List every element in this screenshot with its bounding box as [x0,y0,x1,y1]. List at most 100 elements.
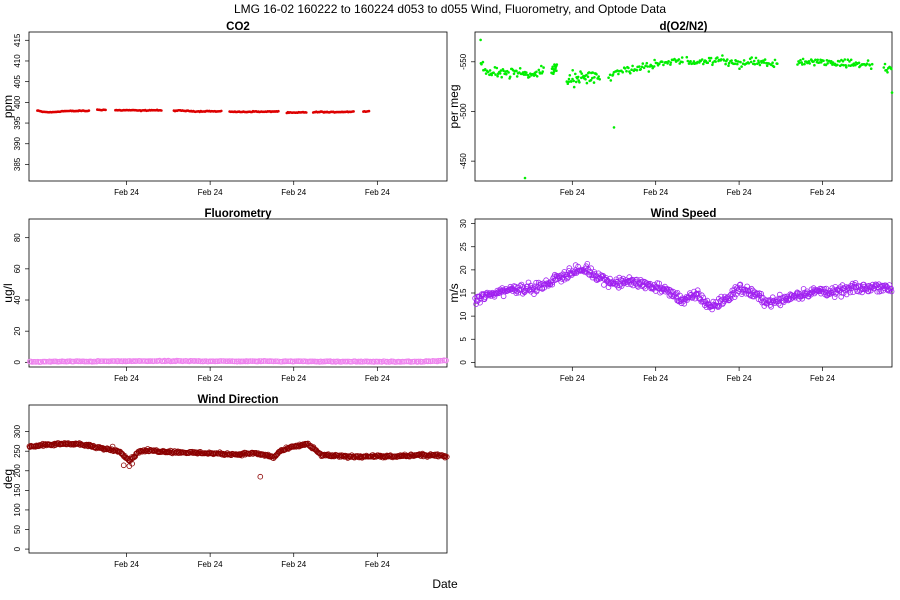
x-tick-label: Feb 24 [281,188,306,197]
data-point [231,358,238,365]
data-point [658,62,661,65]
data-point [572,85,576,89]
data-point [580,72,583,75]
data-point [367,109,371,113]
y-tick-label: 300 [13,424,22,438]
data-point [535,75,539,78]
data-point [309,358,316,365]
data-point [700,58,704,61]
data-point [443,453,450,460]
data-point [612,126,616,129]
data-point [773,58,777,62]
data-point [886,71,889,74]
data-point [473,301,479,307]
data-point [566,82,570,85]
data-point [565,80,569,83]
data-point [508,75,512,79]
data-point [651,66,654,70]
data-point [731,294,738,301]
data-point [753,62,757,66]
data-point [680,56,684,59]
data-point [737,60,740,63]
data-point [801,57,805,61]
data-point [847,289,853,296]
data-point [812,60,815,63]
data-point [597,75,600,78]
data-point [601,282,607,288]
data-point [704,297,710,304]
data-point [749,60,753,64]
data-point [571,69,574,72]
data-point [870,62,874,66]
data-point [638,65,641,68]
data-point [437,357,444,364]
data-point [585,81,589,85]
data-point [775,300,782,307]
data-point [865,62,869,65]
data-point [796,63,799,66]
data-point [484,72,488,75]
data-point [608,73,612,77]
data-point [798,61,801,65]
data-point [567,77,571,81]
data-point [630,68,633,71]
data-point [525,71,528,74]
y-axis-label: ppm [1,95,15,118]
data-point [765,64,769,68]
chart-title: CO2 [226,21,250,33]
data-point [427,358,434,365]
data-point [888,285,894,292]
data-point [647,70,651,73]
data-point [568,74,572,77]
data-point [661,60,664,64]
data-point [836,63,839,67]
y-axis-label: ug/l [1,283,15,302]
data-point [847,64,850,67]
x-tick-label: Feb 24 [810,188,835,197]
y-tick-label: 10 [459,311,468,320]
chart-title: Fluorometry [204,208,272,220]
data-point [733,62,737,66]
data-point [512,72,516,76]
data-point [555,63,559,66]
y-tick-label: 60 [13,264,22,273]
data-point [257,473,264,480]
data-point [585,73,588,77]
data-point [607,275,613,282]
data-point [689,60,692,63]
y-tick-label: 25 [459,242,468,251]
x-tick-label: Feb 24 [560,188,585,197]
data-point [309,445,316,452]
data-point [201,358,208,365]
chart-fluorometry: Fluorometry ug/l 0 20 40 60 80 Feb 24 Feb 24 Feb … [1,208,449,383]
data-point [843,58,847,61]
data-point [270,358,277,365]
figure-x-axis-label: Date [432,577,458,591]
data-points [26,440,450,480]
y-tick-label: 15 [459,288,468,297]
x-tick-label: Feb 24 [643,188,668,197]
data-point [736,62,739,66]
data-point [240,358,247,365]
data-point [605,284,612,291]
y-tick-label: 415 [13,33,22,47]
data-point [754,56,758,60]
data-point [711,63,714,67]
data-point [345,358,351,365]
data-point [291,358,298,365]
data-point [627,66,630,70]
data-point [500,75,504,79]
data-point [681,60,684,64]
data-point [747,287,753,293]
data-point [646,65,649,68]
data-point [740,65,743,68]
data-point [495,66,499,70]
data-point [612,278,619,285]
data-point [572,79,575,83]
data-point [857,61,861,65]
data-point [635,69,639,72]
x-tick-label: Feb 24 [365,560,390,569]
data-point [515,75,519,78]
data-point [882,282,889,289]
data-point [579,70,582,73]
